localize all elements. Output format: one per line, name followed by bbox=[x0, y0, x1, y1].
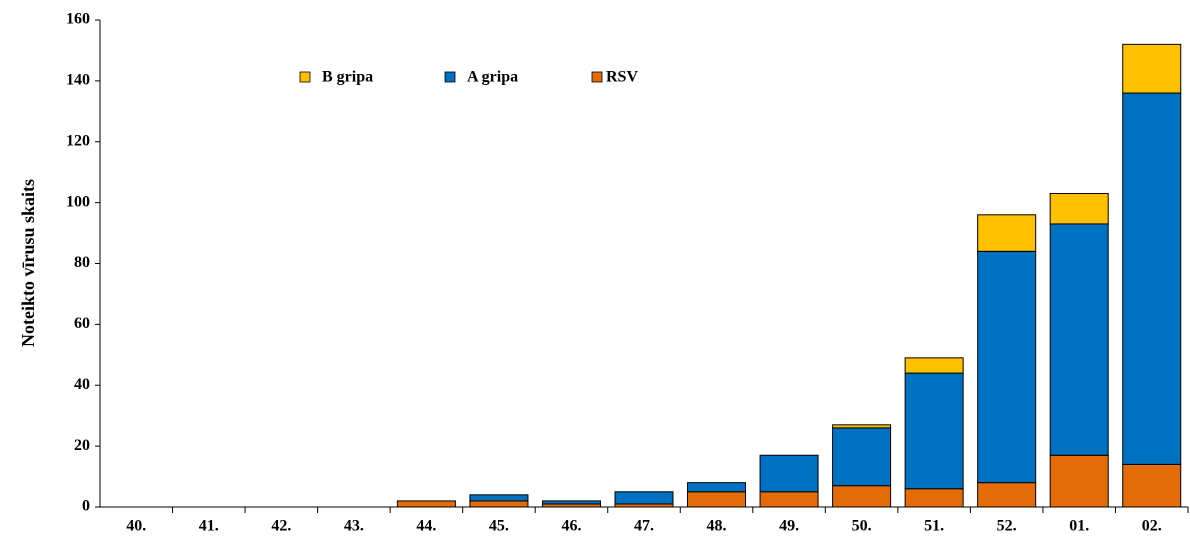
y-tick-label: 60 bbox=[74, 315, 90, 332]
bar-segment bbox=[977, 214, 1037, 252]
x-tick-label: 49. bbox=[779, 518, 799, 535]
bar-segment bbox=[1049, 454, 1109, 508]
x-tick-label: 40. bbox=[126, 518, 146, 535]
x-tick-label: 51. bbox=[924, 518, 944, 535]
bar-segment bbox=[904, 488, 964, 508]
bar-segment bbox=[977, 250, 1037, 484]
y-tick-label: 40 bbox=[74, 376, 90, 393]
bar-segment bbox=[977, 482, 1037, 508]
x-tick-label: 43. bbox=[344, 518, 364, 535]
x-tick-label: 41. bbox=[199, 518, 219, 535]
x-tick-label: 44. bbox=[416, 518, 436, 535]
legend-label: A gripa bbox=[467, 69, 518, 86]
bar-segment bbox=[541, 500, 601, 505]
bar-segment bbox=[832, 427, 892, 487]
bar-segment bbox=[759, 491, 819, 508]
bar-segment bbox=[904, 372, 964, 490]
bar-segment bbox=[469, 500, 529, 508]
bar-segment bbox=[1049, 223, 1109, 456]
x-tick-label: 42. bbox=[271, 518, 291, 535]
bar-segment bbox=[614, 491, 674, 505]
bar-segment bbox=[1049, 192, 1109, 225]
x-tick-label: 47. bbox=[634, 518, 654, 535]
bar-segment bbox=[687, 482, 747, 493]
y-tick-label: 140 bbox=[66, 72, 90, 89]
bar-segment bbox=[832, 424, 892, 429]
x-tick-label: 50. bbox=[852, 518, 872, 535]
x-tick-label: 48. bbox=[707, 518, 727, 535]
y-axis-label: Noteikto vīrusu skaits bbox=[18, 179, 38, 347]
y-tick-label: 0 bbox=[82, 498, 90, 515]
bar-segment bbox=[396, 500, 456, 508]
bar-segment bbox=[1122, 92, 1182, 465]
bar-segment bbox=[904, 357, 964, 374]
x-tick-label: 02. bbox=[1142, 518, 1162, 535]
bar-segment bbox=[687, 491, 747, 508]
x-tick-label: 46. bbox=[561, 518, 581, 535]
y-tick-label: 80 bbox=[74, 254, 90, 271]
x-tick-label: 01. bbox=[1069, 518, 1089, 535]
legend-label: B gripa bbox=[322, 69, 373, 86]
x-tick-label: 52. bbox=[997, 518, 1017, 535]
bar-segment bbox=[1122, 43, 1182, 94]
x-tick-label: 45. bbox=[489, 518, 509, 535]
y-tick-label: 100 bbox=[66, 193, 90, 210]
bar-segment bbox=[759, 454, 819, 493]
bar-segment bbox=[469, 494, 529, 502]
legend-label: RSV bbox=[606, 69, 638, 86]
legend-swatch bbox=[444, 71, 456, 83]
bar-segment bbox=[832, 485, 892, 508]
legend-swatch bbox=[591, 71, 603, 83]
legend-swatch bbox=[299, 71, 311, 83]
y-tick-label: 120 bbox=[66, 132, 90, 149]
y-tick-label: 20 bbox=[74, 437, 90, 454]
y-tick-label: 160 bbox=[66, 11, 90, 28]
bar-segment bbox=[1122, 463, 1182, 508]
